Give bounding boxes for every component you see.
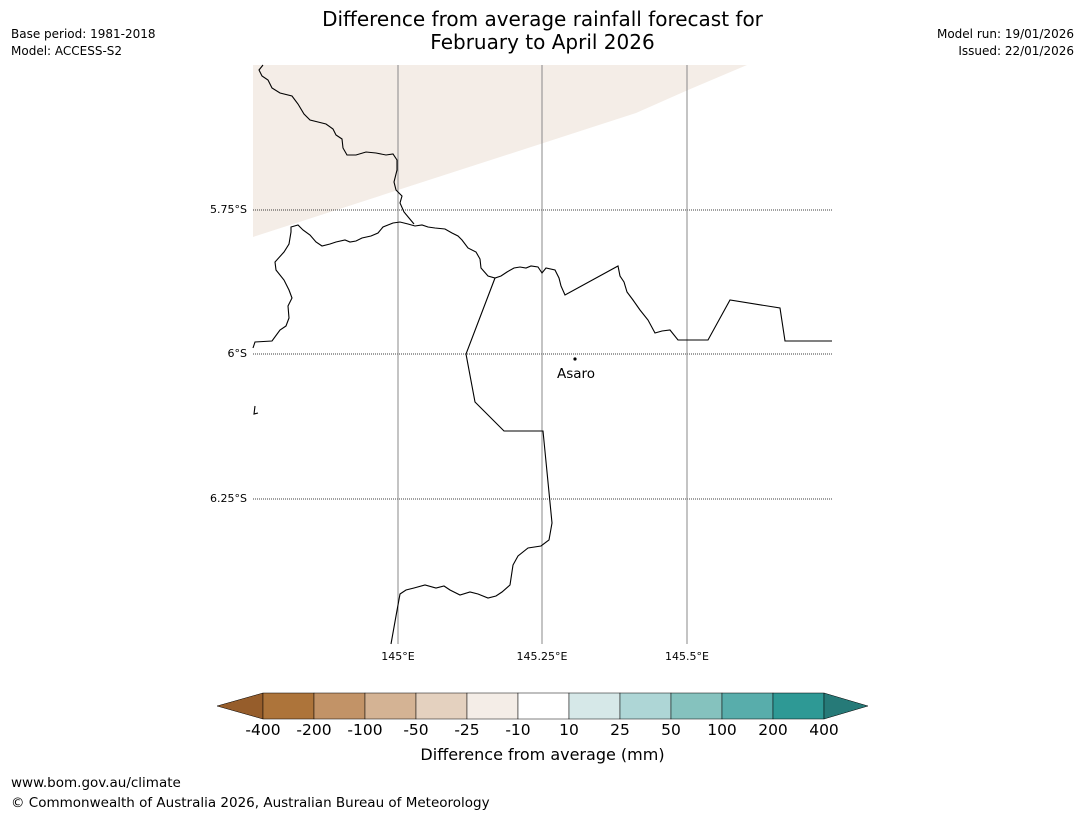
colorbar-bin: [262, 692, 315, 720]
chart-title: Difference from average rainfall forecas…: [0, 8, 1085, 54]
colorbar-extend-low: [216, 692, 264, 720]
footer-url: www.bom.gov.au/climate: [11, 775, 181, 791]
colorbar-tick-label: -25: [454, 721, 479, 739]
model-name: Model: ACCESS-S2: [11, 44, 123, 58]
colorbar-bin: [772, 692, 825, 720]
title-line-1: Difference from average rainfall forecas…: [322, 7, 763, 31]
boundary-lines: [252, 64, 832, 645]
lat-label: 5.75°S: [210, 203, 247, 216]
colorbar-bin: [415, 692, 468, 720]
boundary-line: [258, 64, 415, 225]
meta-right: Model run: 19/01/2026 Issued: 22/01/2026: [937, 26, 1074, 60]
colorbar-tick-label: 200: [758, 721, 788, 739]
title-line-2: February to April 2026: [430, 30, 655, 54]
issued-date: Issued: 22/01/2026: [958, 44, 1074, 58]
boundary-line: [252, 221, 832, 349]
lat-label: 6°S: [228, 347, 247, 360]
colorbar-bin: [721, 692, 774, 720]
asaro-label: Asaro: [557, 366, 595, 382]
colorbar-tick-label: -200: [296, 721, 331, 739]
base-period: Base period: 1981-2018: [11, 27, 156, 41]
lon-label: 145.25°E: [517, 650, 568, 663]
colorbar-tick-label: 100: [707, 721, 737, 739]
colorbar-bin: [670, 692, 723, 720]
lon-label: 145.5°E: [665, 650, 709, 663]
colorbar-extend-high: [823, 692, 869, 720]
colorbar-tick-label: 50: [661, 721, 681, 739]
lon-label: 145°E: [381, 650, 414, 663]
colorbar-tick-label: 10: [559, 721, 579, 739]
colorbar-tick-label: 25: [610, 721, 630, 739]
asaro-marker: [573, 357, 577, 361]
lat-label: 6.25°S: [210, 492, 247, 505]
colorbar-bin: [517, 692, 570, 720]
colorbar-bins: [262, 692, 825, 720]
colorbar-ticks: -400 -200 -100 -50 -25 -10 10 25 50 100 200 400: [245, 721, 838, 739]
colorbar-tick-label: -400: [245, 721, 280, 739]
colorbar-bin: [364, 692, 417, 720]
colorbar: -400 -200 -100 -50 -25 -10 10 25 50 100 200 400: [216, 692, 869, 739]
meta-left: Base period: 1981-2018 Model: ACCESS-S2: [11, 26, 156, 60]
boundary-line: [390, 277, 553, 645]
colorbar-tick-label: 400: [809, 721, 839, 739]
colorbar-tick-label: -50: [403, 721, 428, 739]
footer-copyright: © Commonwealth of Australia 2026, Austra…: [11, 795, 490, 811]
colorbar-bin: [568, 692, 621, 720]
colorbar-bin: [313, 692, 366, 720]
colorbar-title: Difference from average (mm): [420, 745, 665, 764]
colorbar-bin: [466, 692, 519, 720]
shaded-region: [253, 65, 747, 237]
colorbar-bin: [619, 692, 672, 720]
colorbar-tick-label: -100: [347, 721, 382, 739]
model-run: Model run: 19/01/2026: [936, 27, 1074, 41]
boundary-fragment: [253, 405, 259, 415]
colorbar-tick-label: -10: [505, 721, 530, 739]
